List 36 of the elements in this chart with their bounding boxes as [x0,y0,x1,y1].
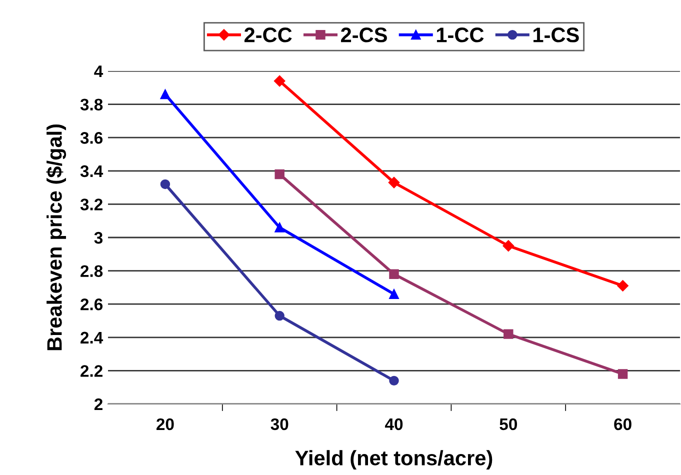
point [504,329,514,339]
y-tick-label: 4 [94,66,104,78]
y-tick-label: 3.4 [80,165,104,178]
y-tick-label: 3.2 [80,198,102,210]
point [389,376,399,386]
x-tick-label: 40 [384,418,403,430]
point [389,289,399,299]
y-axis-title: Breakeven price ($/gal) [46,124,66,350]
point [389,269,399,279]
y-tick-label: 2.8 [80,265,103,278]
y-tick-label: 2.6 [80,298,103,310]
x-tick-label: 60 [614,418,632,430]
point [388,176,400,188]
y-tick-label: 2 [94,398,102,410]
legend-label: 1-CS [534,28,579,42]
point [274,310,284,321]
legend-label: 2-CC [244,28,292,42]
x-tick-label: 50 [500,418,517,430]
point [274,75,286,87]
point [274,169,284,180]
x-tick-label: 20 [156,418,174,430]
y-tick-label: 2.4 [80,332,104,344]
legend-label: 1-CC [436,28,484,42]
legend-label: 2-CS [341,28,387,42]
point [274,222,284,232]
point [617,280,628,292]
y-tick-label: 3.6 [80,132,103,144]
point [618,369,628,379]
point [160,89,170,100]
x-tick-label: 30 [270,418,288,430]
y-tick-label: 3 [94,232,103,244]
x-axis-title: Yield (net tons/acre) [295,450,492,470]
y-tick-label: 3.8 [80,98,103,111]
point [160,179,170,190]
y-tick-label: 2.2 [80,365,102,377]
point [502,240,514,252]
